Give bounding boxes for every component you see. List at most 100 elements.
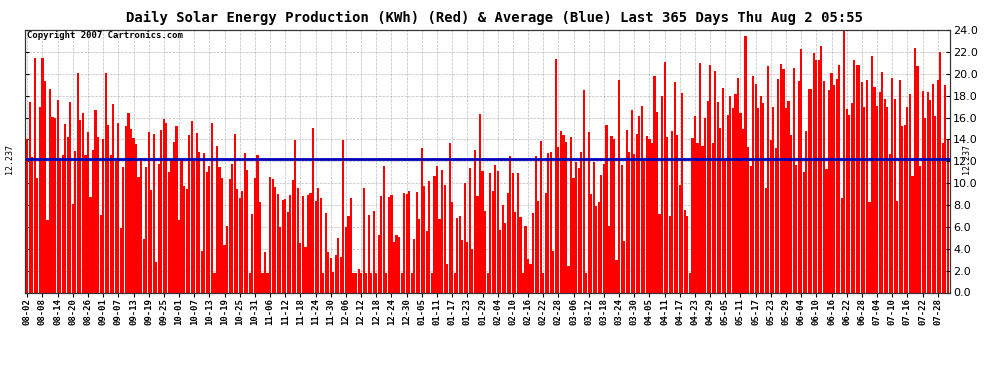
Bar <box>492 191 494 292</box>
Bar <box>538 201 540 292</box>
Bar <box>803 172 805 292</box>
Bar <box>935 116 937 292</box>
Bar <box>110 154 112 292</box>
Bar <box>401 273 403 292</box>
Bar <box>315 201 317 292</box>
Bar <box>138 177 140 292</box>
Bar <box>517 172 519 292</box>
Bar <box>146 166 148 292</box>
Bar <box>737 78 739 292</box>
Bar <box>484 211 486 292</box>
Bar <box>100 215 102 292</box>
Bar <box>148 132 149 292</box>
Bar <box>836 79 838 292</box>
Bar <box>927 92 929 292</box>
Bar <box>559 131 562 292</box>
Bar <box>749 166 751 292</box>
Bar <box>818 60 820 292</box>
Bar <box>150 190 152 292</box>
Bar <box>689 273 691 292</box>
Bar <box>696 142 699 292</box>
Bar <box>347 216 349 292</box>
Bar <box>785 108 787 292</box>
Bar <box>580 152 582 292</box>
Bar <box>160 129 162 292</box>
Bar <box>413 239 416 292</box>
Bar <box>798 81 800 292</box>
Bar <box>881 72 883 292</box>
Bar <box>325 213 327 292</box>
Bar <box>284 199 286 292</box>
Bar <box>117 123 120 292</box>
Bar <box>866 80 868 292</box>
Bar <box>216 146 218 292</box>
Bar <box>247 170 248 292</box>
Bar <box>777 79 779 292</box>
Bar <box>330 258 332 292</box>
Bar <box>611 136 613 292</box>
Bar <box>752 76 754 292</box>
Bar <box>795 165 797 292</box>
Bar <box>271 179 273 292</box>
Bar <box>418 219 421 292</box>
Bar <box>168 172 170 292</box>
Bar <box>123 167 125 292</box>
Bar <box>618 80 620 292</box>
Bar <box>152 134 154 292</box>
Bar <box>157 164 159 292</box>
Bar <box>231 164 234 292</box>
Bar <box>914 48 916 292</box>
Bar <box>904 125 906 292</box>
Bar <box>327 252 330 292</box>
Bar <box>170 159 172 292</box>
Bar <box>258 202 261 292</box>
Bar <box>128 112 130 292</box>
Bar <box>717 102 719 292</box>
Bar <box>375 273 377 292</box>
Bar <box>757 108 759 292</box>
Bar <box>932 84 934 292</box>
Bar <box>603 164 605 292</box>
Bar <box>274 187 276 292</box>
Bar <box>439 219 441 292</box>
Bar <box>679 184 681 292</box>
Bar <box>810 89 813 292</box>
Bar <box>628 153 631 292</box>
Bar <box>648 139 650 292</box>
Bar <box>549 152 551 292</box>
Bar <box>130 129 132 292</box>
Bar <box>105 73 107 292</box>
Bar <box>808 88 810 292</box>
Bar <box>937 80 939 292</box>
Bar <box>474 150 476 292</box>
Bar <box>732 108 734 292</box>
Bar <box>585 273 587 292</box>
Bar <box>188 135 190 292</box>
Bar <box>532 213 535 292</box>
Bar <box>572 178 574 292</box>
Bar <box>608 226 610 292</box>
Bar <box>471 249 473 292</box>
Bar <box>906 107 909 292</box>
Bar <box>522 273 524 292</box>
Bar <box>489 172 491 292</box>
Bar <box>520 217 522 292</box>
Bar <box>499 230 501 292</box>
Bar <box>34 57 36 292</box>
Bar <box>816 60 818 292</box>
Bar <box>269 177 271 292</box>
Bar <box>673 82 676 292</box>
Bar <box>666 136 668 292</box>
Bar <box>742 129 744 292</box>
Bar <box>497 171 499 292</box>
Bar <box>621 165 623 292</box>
Bar <box>51 117 53 292</box>
Bar <box>244 153 246 292</box>
Bar <box>595 206 597 292</box>
Bar <box>206 172 208 292</box>
Bar <box>641 106 643 292</box>
Bar <box>876 106 878 292</box>
Bar <box>507 193 509 292</box>
Text: 12.237: 12.237 <box>5 144 14 174</box>
Bar <box>453 273 455 292</box>
